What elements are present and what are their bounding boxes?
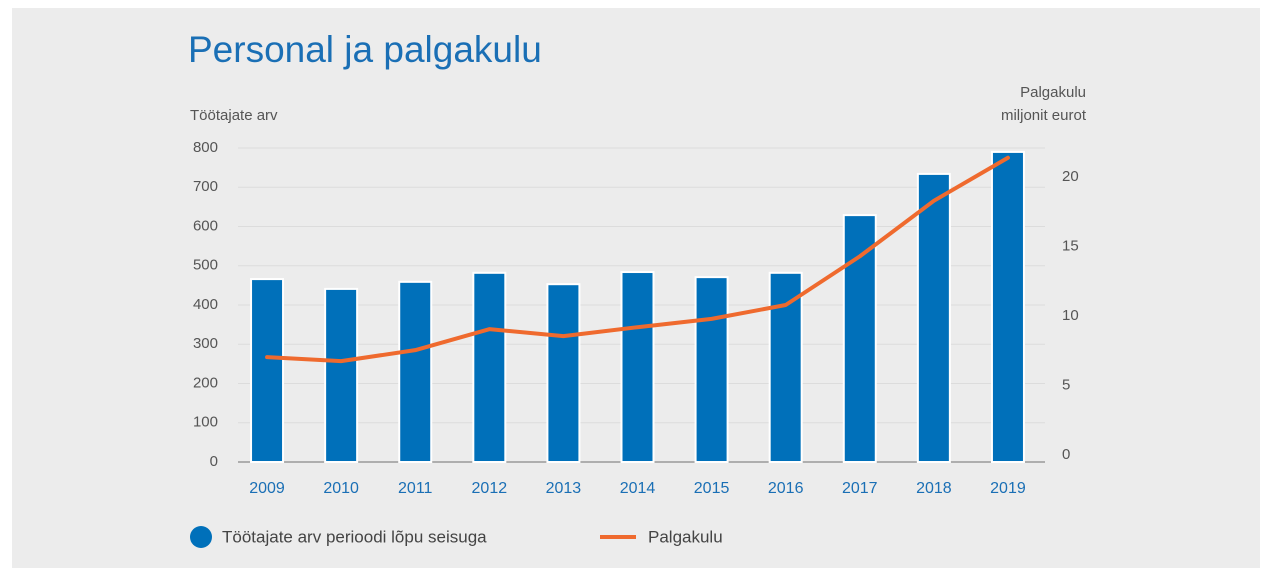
legend-label: Palgakulu (648, 527, 723, 546)
y-tick-label: 400 (193, 296, 218, 313)
x-tick-label: 2013 (546, 480, 582, 497)
x-tick-label: 2014 (620, 480, 656, 497)
y2-tick-label: 5 (1062, 377, 1070, 394)
x-tick-label: 2016 (768, 480, 804, 497)
chart-title: Personal ja palgakulu (188, 29, 542, 70)
legend-swatch (190, 526, 212, 548)
y-tick-label: 300 (193, 335, 218, 352)
x-tick-label: 2009 (249, 480, 285, 497)
bar (694, 276, 729, 463)
bar (842, 214, 877, 463)
bar (916, 172, 951, 463)
bar (324, 287, 359, 463)
x-tick-label: 2012 (472, 480, 508, 497)
legend-label: Töötajate arv perioodi lõpu seisuga (222, 527, 487, 546)
bar (620, 271, 655, 463)
bar (472, 271, 507, 463)
y-tick-label: 500 (193, 257, 218, 274)
x-tick-label: 2019 (990, 480, 1026, 497)
y-tick-label: 100 (193, 414, 218, 431)
x-tick-label: 2011 (398, 480, 433, 497)
y2-tick-label: 10 (1062, 307, 1079, 324)
x-tick-label: 2015 (694, 480, 730, 497)
y-tick-label: 600 (193, 217, 218, 234)
y2-axis-label: miljonit eurot (1001, 107, 1087, 124)
y2-tick-label: 20 (1062, 168, 1079, 185)
y-tick-label: 800 (193, 139, 218, 156)
y2-tick-label: 0 (1062, 446, 1070, 463)
bar (990, 150, 1025, 464)
x-tick-label: 2010 (323, 480, 359, 497)
y-axis-label: Töötajate arv (190, 107, 278, 124)
line (265, 155, 1010, 364)
y-tick-label: 200 (193, 374, 218, 391)
y-tick-label: 0 (210, 453, 218, 470)
bar (250, 278, 285, 463)
bar (768, 271, 803, 463)
y2-tick-label: 15 (1062, 238, 1079, 255)
bar (546, 283, 581, 464)
y-tick-label: 700 (193, 178, 218, 195)
y2-axis-label: Palgakulu (1020, 84, 1086, 101)
bar (398, 280, 433, 463)
x-tick-label: 2017 (842, 480, 878, 497)
x-tick-label: 2018 (916, 480, 952, 497)
